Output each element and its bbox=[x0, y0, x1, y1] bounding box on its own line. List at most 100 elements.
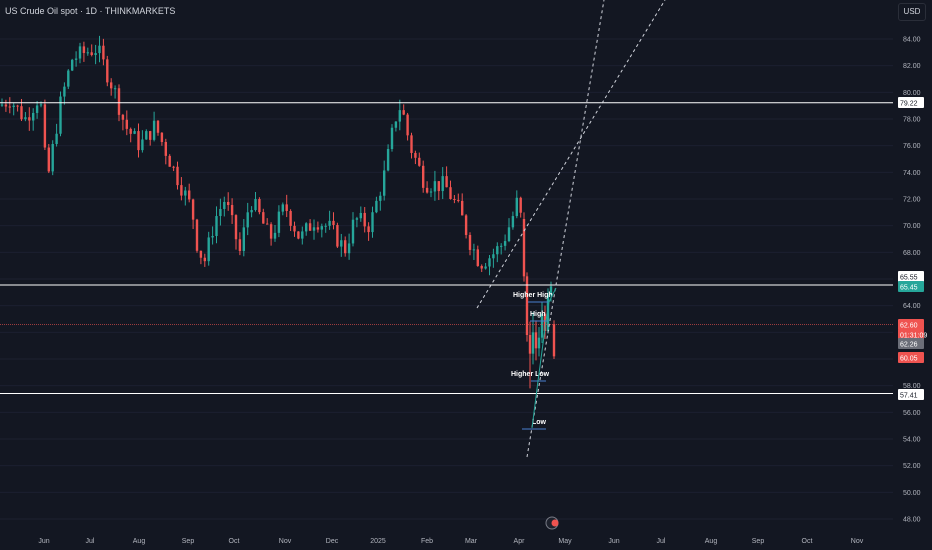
candle-body bbox=[406, 114, 409, 136]
candle-body bbox=[4, 104, 8, 107]
candle-body bbox=[180, 185, 183, 196]
x-tick-label: Mar bbox=[465, 538, 478, 545]
trendline-upper bbox=[476, 0, 666, 309]
candle-body bbox=[176, 166, 179, 186]
candle-body bbox=[534, 332, 538, 349]
candle-body bbox=[522, 219, 526, 277]
candle-body bbox=[367, 226, 370, 233]
candle-body bbox=[184, 190, 187, 196]
candle-body bbox=[433, 181, 437, 192]
currency-button[interactable]: USD bbox=[898, 3, 926, 21]
candle-body bbox=[546, 295, 550, 331]
candle-body bbox=[457, 199, 460, 201]
y-tick-label: 54.00 bbox=[903, 437, 921, 444]
candle-body bbox=[336, 224, 339, 247]
y-tick-label: 72.00 bbox=[903, 197, 921, 204]
y-tick-label: 80.00 bbox=[903, 90, 921, 97]
candle-body bbox=[429, 191, 433, 193]
x-tick-label: Nov bbox=[279, 538, 292, 545]
candle-body bbox=[453, 198, 456, 200]
candle-body bbox=[305, 223, 308, 232]
candle-body bbox=[164, 141, 167, 156]
candle-body bbox=[445, 176, 448, 188]
candle-body bbox=[24, 117, 27, 120]
candle-body bbox=[137, 131, 140, 151]
candle-body bbox=[168, 155, 171, 167]
candle-body bbox=[340, 240, 343, 247]
candle-body bbox=[230, 205, 234, 216]
candle-body bbox=[269, 224, 273, 239]
x-tick-label: Jun bbox=[38, 538, 49, 545]
price-label: 62.26 bbox=[900, 342, 918, 349]
candle-body bbox=[476, 249, 479, 266]
candle-body bbox=[464, 215, 468, 235]
candle-body bbox=[55, 133, 58, 144]
candle-body bbox=[324, 225, 327, 227]
candle-body bbox=[199, 250, 203, 258]
x-tick-label: Aug bbox=[133, 538, 146, 545]
candle-body bbox=[347, 243, 351, 254]
candle-body bbox=[492, 254, 495, 259]
candle-body bbox=[90, 52, 93, 56]
candle-body bbox=[320, 226, 323, 230]
candle-body bbox=[461, 200, 464, 216]
candle-body bbox=[223, 201, 226, 209]
candle-body bbox=[273, 232, 277, 239]
x-tick-label: Aug bbox=[705, 538, 718, 545]
candle-body bbox=[0, 104, 4, 106]
candle-body bbox=[418, 157, 421, 166]
price-label-box bbox=[898, 281, 924, 292]
candle-body bbox=[98, 45, 101, 54]
candle-body bbox=[511, 216, 515, 228]
candle-body bbox=[59, 96, 62, 134]
trendline-steep bbox=[526, 0, 605, 458]
x-tick-label: May bbox=[558, 538, 572, 545]
candle-body bbox=[125, 119, 128, 129]
candle-body bbox=[86, 52, 89, 54]
price-label-box bbox=[898, 338, 924, 349]
candle-body bbox=[355, 218, 359, 220]
candle-body bbox=[549, 286, 553, 295]
candle-body bbox=[266, 223, 269, 225]
y-tick-label: 56.00 bbox=[903, 410, 921, 417]
candle-body bbox=[234, 215, 238, 240]
candle-body bbox=[285, 204, 288, 211]
candle-body bbox=[8, 106, 11, 108]
candle-body bbox=[528, 335, 532, 354]
candle-body bbox=[277, 211, 281, 233]
candle-body bbox=[312, 227, 316, 231]
x-tick-label: Oct bbox=[229, 538, 240, 545]
candle-body bbox=[71, 59, 74, 71]
y-tick-label: 76.00 bbox=[903, 143, 921, 150]
candle-body bbox=[410, 135, 413, 153]
candle-body bbox=[35, 105, 39, 113]
structure-zigzag bbox=[531, 287, 557, 429]
candle-body bbox=[133, 131, 136, 134]
candle-body bbox=[238, 239, 242, 251]
y-tick-label: 50.00 bbox=[903, 490, 921, 497]
y-tick-label: 48.00 bbox=[903, 517, 921, 524]
candle-body bbox=[156, 120, 160, 133]
y-tick-label: 82.00 bbox=[903, 63, 921, 70]
candle-body bbox=[281, 204, 284, 212]
candle-body bbox=[359, 212, 362, 219]
candle-body bbox=[308, 223, 312, 231]
candle-body bbox=[82, 46, 86, 53]
candle-body bbox=[141, 139, 144, 151]
price-label-box bbox=[898, 319, 924, 330]
price-label: 65.45 bbox=[900, 285, 918, 292]
annotation-label: Higher High bbox=[513, 292, 553, 299]
candle-body bbox=[74, 58, 78, 60]
candle-body bbox=[32, 112, 35, 121]
x-tick-label: Sep bbox=[752, 538, 765, 545]
candle-body bbox=[297, 231, 300, 239]
candle-body bbox=[242, 227, 245, 251]
logo-dot-icon bbox=[551, 519, 559, 527]
candle-body bbox=[488, 258, 491, 267]
candle-body bbox=[351, 219, 355, 244]
candle-body bbox=[289, 210, 292, 226]
candle-body bbox=[215, 216, 218, 237]
candle-body bbox=[211, 236, 214, 238]
